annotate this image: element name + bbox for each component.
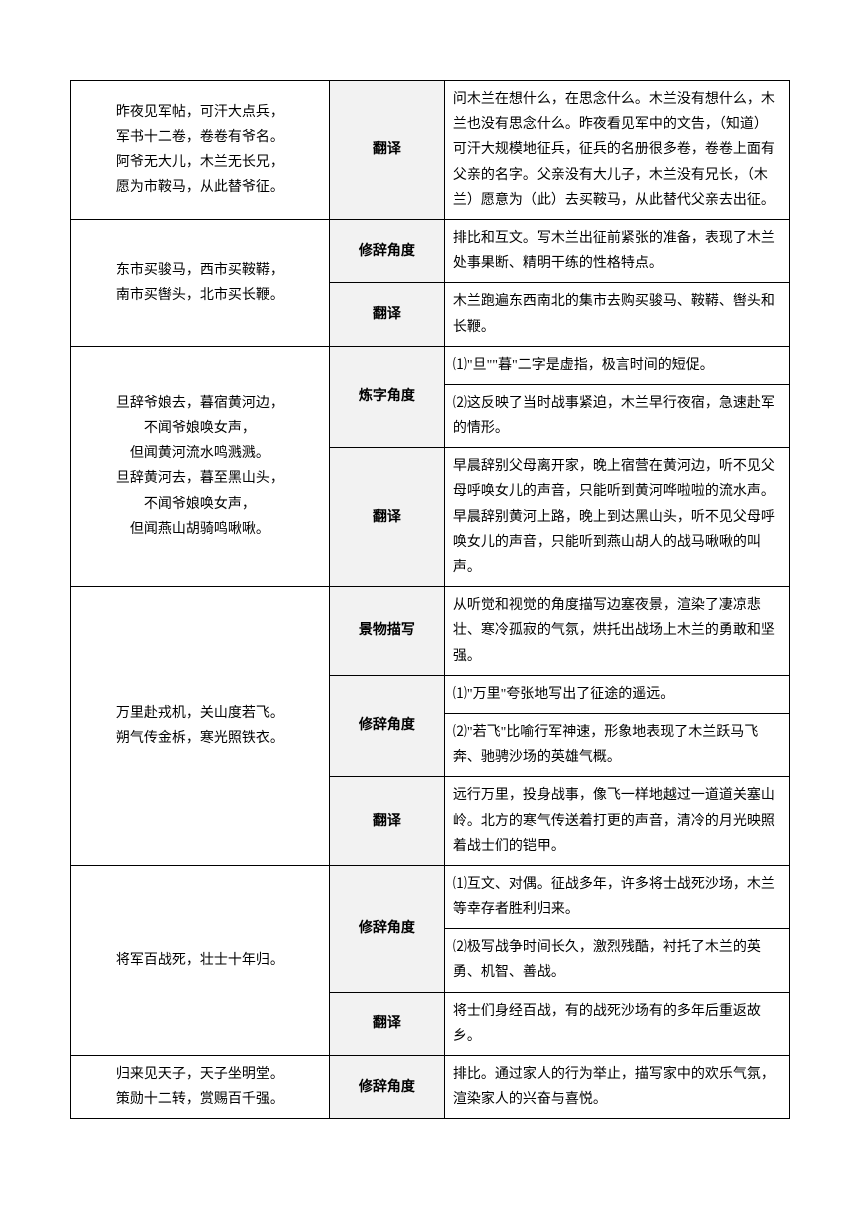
poem-text: 万里赴戎机，关山度若飞。朔气传金柝，寒光照铁衣。	[71, 587, 330, 866]
aspect-label: 翻译	[329, 777, 444, 866]
aspect-label: 翻译	[329, 283, 444, 346]
aspect-text: 木兰跑遍东西南北的集市去购买骏马、鞍鞯、辔头和长鞭。	[444, 283, 789, 346]
aspect-label: 炼字角度	[329, 346, 444, 448]
aspect-label: 翻译	[329, 992, 444, 1055]
aspect-label: 翻译	[329, 81, 444, 220]
table-row: 万里赴戎机，关山度若飞。朔气传金柝，寒光照铁衣。景物描写从听觉和视觉的角度描写边…	[71, 587, 790, 676]
aspect-label: 修辞角度	[329, 675, 444, 777]
aspect-text: ⑵这反映了当时战事紧迫，木兰早行夜宿，急速赴军的情形。	[444, 384, 789, 447]
table-row: 归来见天子，天子坐明堂。策勋十二转，赏赐百千强。修辞角度排比。通过家人的行为举止…	[71, 1056, 790, 1119]
aspect-text: ⑴互文、对偶。征战多年，许多将士战死沙场，木兰等幸存者胜利归来。	[444, 865, 789, 928]
aspect-label: 修辞角度	[329, 865, 444, 992]
poem-text: 将军百战死，壮士十年归。	[71, 865, 330, 1055]
poem-text: 昨夜见军帖，可汗大点兵，军书十二卷，卷卷有爷名。阿爷无大儿，木兰无长兄，愿为市鞍…	[71, 81, 330, 220]
poem-analysis-table: 昨夜见军帖，可汗大点兵，军书十二卷，卷卷有爷名。阿爷无大儿，木兰无长兄，愿为市鞍…	[70, 80, 790, 1119]
table-row: 东市买骏马，西市买鞍鞯，南市买辔头，北市买长鞭。修辞角度排比和互文。写木兰出征前…	[71, 219, 790, 282]
poem-text: 旦辞爷娘去，暮宿黄河边，不闻爷娘唤女声，但闻黄河流水鸣溅溅。旦辞黄河去，暮至黑山…	[71, 346, 330, 587]
aspect-label: 翻译	[329, 448, 444, 587]
aspect-text: 从听觉和视觉的角度描写边塞夜景，渲染了凄凉悲壮、寒冷孤寂的气氛，烘托出战场上木兰…	[444, 587, 789, 676]
aspect-text: ⑵"若飞"比喻行军神速，形象地表现了木兰跃马飞奔、驰骋沙场的英雄气概。	[444, 713, 789, 776]
aspect-text: 排比和互文。写木兰出征前紧张的准备，表现了木兰处事果断、精明干练的性格特点。	[444, 219, 789, 282]
aspect-text: ⑴"旦""暮"二字是虚指，极言时间的短促。	[444, 346, 789, 384]
table-row: 昨夜见军帖，可汗大点兵，军书十二卷，卷卷有爷名。阿爷无大儿，木兰无长兄，愿为市鞍…	[71, 81, 790, 220]
aspect-label: 修辞角度	[329, 1056, 444, 1119]
poem-text: 归来见天子，天子坐明堂。策勋十二转，赏赐百千强。	[71, 1056, 330, 1119]
aspect-text: 将士们身经百战，有的战死沙场有的多年后重返故乡。	[444, 992, 789, 1055]
aspect-text: 远行万里，投身战事，像飞一样地越过一道道关塞山岭。北方的寒气传送着打更的声音，清…	[444, 777, 789, 866]
table-row: 将军百战死，壮士十年归。修辞角度⑴互文、对偶。征战多年，许多将士战死沙场，木兰等…	[71, 865, 790, 928]
aspect-text: ⑵极写战争时间长久，激烈残酷，衬托了木兰的英勇、机智、善战。	[444, 929, 789, 992]
aspect-label: 景物描写	[329, 587, 444, 676]
aspect-text: 问木兰在想什么，在思念什么。木兰没有想什么，木兰也没有思念什么。昨夜看见军中的文…	[444, 81, 789, 220]
aspect-text: 排比。通过家人的行为举止，描写家中的欢乐气氛，渲染家人的兴奋与喜悦。	[444, 1056, 789, 1119]
aspect-text: ⑴"万里"夸张地写出了征途的遥远。	[444, 675, 789, 713]
aspect-text: 早晨辞别父母离开家，晚上宿营在黄河边，听不见父母呼唤女儿的声音，只能听到黄河哗啦…	[444, 448, 789, 587]
table-row: 旦辞爷娘去，暮宿黄河边，不闻爷娘唤女声，但闻黄河流水鸣溅溅。旦辞黄河去，暮至黑山…	[71, 346, 790, 384]
aspect-label: 修辞角度	[329, 219, 444, 282]
poem-text: 东市买骏马，西市买鞍鞯，南市买辔头，北市买长鞭。	[71, 219, 330, 346]
